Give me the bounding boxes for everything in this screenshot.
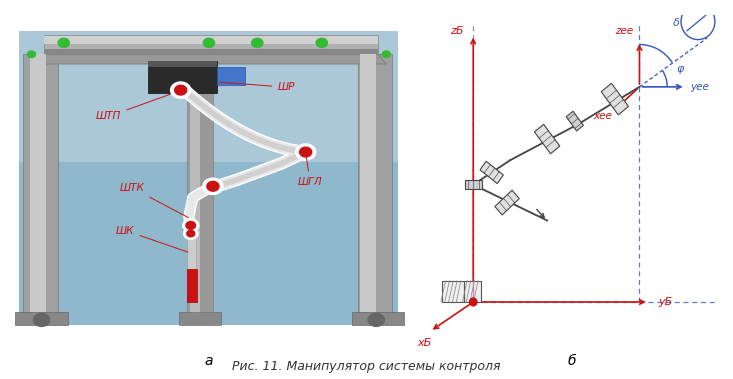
Polygon shape: [534, 124, 560, 154]
FancyBboxPatch shape: [187, 87, 213, 315]
Circle shape: [470, 298, 477, 306]
Text: xБ: xБ: [417, 338, 431, 348]
FancyBboxPatch shape: [29, 54, 45, 315]
FancyBboxPatch shape: [360, 54, 376, 315]
Text: xее: xее: [593, 111, 612, 121]
FancyBboxPatch shape: [464, 281, 482, 302]
Circle shape: [171, 82, 191, 98]
FancyBboxPatch shape: [44, 36, 378, 44]
FancyBboxPatch shape: [217, 67, 246, 85]
FancyBboxPatch shape: [20, 31, 399, 162]
FancyBboxPatch shape: [44, 49, 378, 54]
Circle shape: [177, 84, 188, 93]
Circle shape: [251, 38, 263, 47]
Circle shape: [28, 51, 35, 58]
Text: ШК: ШК: [116, 226, 188, 252]
FancyBboxPatch shape: [443, 281, 464, 302]
FancyBboxPatch shape: [23, 54, 58, 315]
Polygon shape: [465, 180, 482, 189]
FancyBboxPatch shape: [358, 54, 392, 315]
Polygon shape: [601, 83, 628, 115]
FancyBboxPatch shape: [187, 269, 197, 302]
Circle shape: [174, 85, 187, 95]
Circle shape: [316, 38, 328, 47]
Text: δ: δ: [674, 18, 680, 28]
Circle shape: [34, 313, 50, 326]
Text: zее: zее: [615, 27, 633, 36]
Text: φ: φ: [677, 64, 684, 74]
FancyBboxPatch shape: [20, 162, 399, 325]
Circle shape: [58, 38, 70, 47]
Polygon shape: [36, 54, 386, 64]
Text: ШТК: ШТК: [120, 183, 188, 218]
FancyBboxPatch shape: [190, 87, 199, 315]
Circle shape: [187, 230, 195, 237]
Text: zБ: zБ: [451, 27, 464, 36]
FancyBboxPatch shape: [44, 35, 378, 54]
Text: yБ: yБ: [658, 297, 672, 307]
Circle shape: [203, 38, 215, 47]
FancyBboxPatch shape: [148, 61, 217, 93]
Text: б: б: [567, 354, 576, 368]
Text: а: а: [205, 354, 213, 368]
Circle shape: [183, 228, 198, 240]
Circle shape: [207, 182, 219, 191]
Text: Рис. 11. Манипулятор системы контроля: Рис. 11. Манипулятор системы контроля: [232, 360, 501, 373]
FancyBboxPatch shape: [148, 61, 217, 67]
Circle shape: [203, 178, 223, 194]
Text: ШР: ШР: [220, 82, 295, 92]
Circle shape: [383, 51, 390, 58]
Circle shape: [295, 144, 316, 160]
Polygon shape: [495, 190, 519, 215]
Circle shape: [183, 219, 199, 232]
Text: ШТП: ШТП: [96, 94, 170, 121]
Text: ШГЛ: ШГЛ: [298, 155, 323, 186]
Polygon shape: [566, 111, 583, 131]
Circle shape: [186, 221, 196, 229]
Text: yее: yее: [690, 82, 709, 92]
FancyBboxPatch shape: [179, 312, 221, 325]
Circle shape: [300, 147, 312, 157]
Polygon shape: [480, 161, 504, 183]
FancyBboxPatch shape: [352, 312, 405, 325]
FancyBboxPatch shape: [187, 233, 196, 296]
FancyBboxPatch shape: [15, 312, 68, 325]
Circle shape: [368, 313, 384, 326]
